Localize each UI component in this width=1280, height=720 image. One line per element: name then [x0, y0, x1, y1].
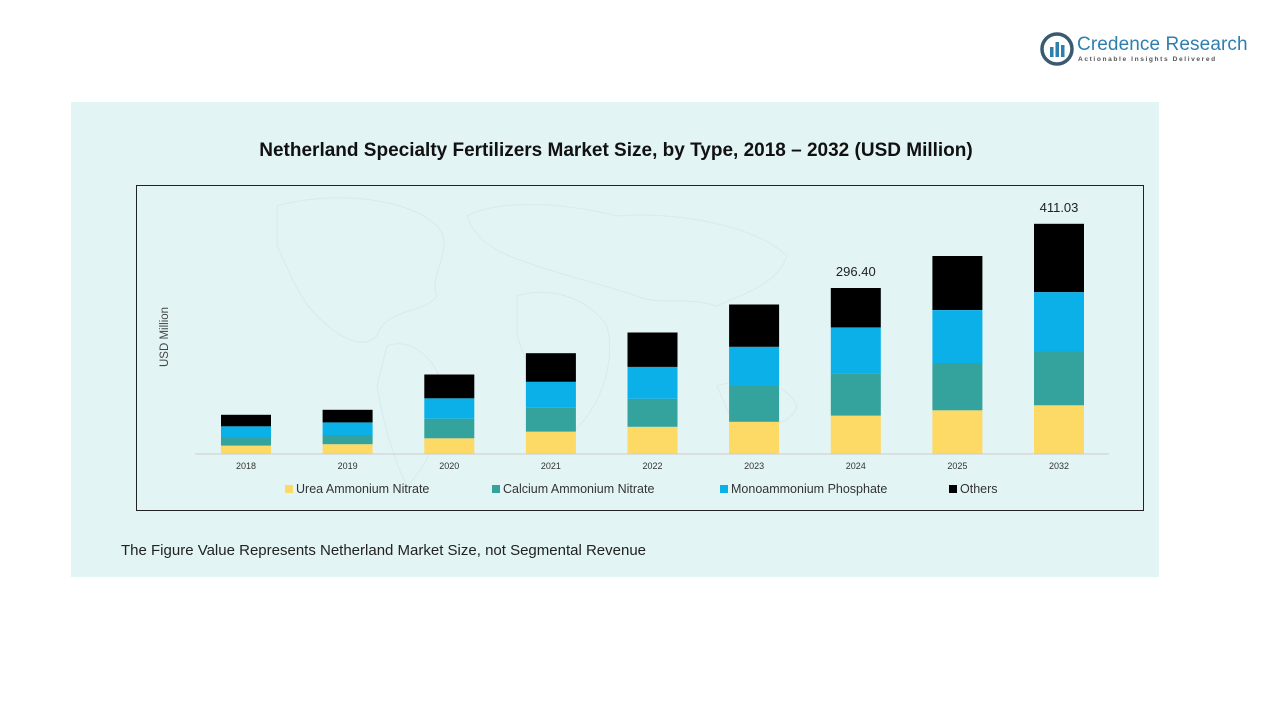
legend-swatch	[492, 485, 500, 493]
bar-2025-calcium-ammonium-nitrate	[932, 363, 983, 411]
x-tick-2019: 2019	[338, 461, 358, 471]
bar-2032-monoammonium-phosphate	[1034, 292, 1084, 352]
bar-2019-urea-ammonium-nitrate	[322, 444, 373, 454]
legend-swatch	[720, 485, 728, 493]
x-tick-2022: 2022	[642, 461, 662, 471]
legend-item-urea-ammonium-nitrate: Urea Ammonium Nitrate	[285, 482, 429, 496]
bar-2021-monoammonium-phosphate	[525, 381, 576, 408]
bar-2024-others	[830, 288, 881, 328]
legend-label: Monoammonium Phosphate	[731, 482, 888, 496]
bar-2024-urea-ammonium-nitrate	[830, 415, 881, 454]
bar-2024-monoammonium-phosphate	[830, 327, 881, 374]
bar-stack-layer	[221, 223, 1084, 454]
legend-label: Others	[960, 482, 998, 496]
bar-2021-urea-ammonium-nitrate	[525, 431, 576, 454]
bar-2023-calcium-ammonium-nitrate	[729, 386, 780, 422]
bar-2018-monoammonium-phosphate	[221, 426, 271, 438]
legend-label: Urea Ammonium Nitrate	[296, 482, 430, 496]
chart-area: 2018 2019 2020 2021 2022 2023 2024 2025 2032 296…	[136, 185, 1144, 511]
bar-2019-calcium-ammonium-nitrate	[322, 435, 373, 445]
legend-swatch	[285, 485, 293, 493]
bar-2032-others	[1034, 223, 1084, 293]
x-tick-2025: 2025	[947, 461, 967, 471]
bar-2020-urea-ammonium-nitrate	[424, 438, 475, 454]
bar-2020-calcium-ammonium-nitrate	[424, 418, 475, 439]
legend-item-calcium-ammonium-nitrate: Calcium Ammonium Nitrate	[492, 482, 654, 496]
bar-2021-others	[525, 353, 576, 382]
legend-swatch	[949, 485, 957, 493]
bar-2018-others	[221, 414, 271, 427]
bar-2020-others	[424, 374, 475, 399]
bar-2025-monoammonium-phosphate	[932, 310, 983, 363]
bar-2022-calcium-ammonium-nitrate	[627, 398, 678, 427]
legend-item-monoammonium-phosphate: Monoammonium Phosphate	[720, 482, 887, 496]
x-tick-2024: 2024	[846, 461, 866, 471]
chart-title: Netherland Specialty Fertilizers Market …	[259, 140, 973, 161]
bar-2019-monoammonium-phosphate	[322, 422, 373, 435]
logo-mark-icon	[1040, 32, 1074, 66]
bar-2018-urea-ammonium-nitrate	[221, 445, 271, 454]
bar-2023-monoammonium-phosphate	[729, 346, 780, 386]
bar-2022-others	[627, 332, 678, 367]
x-tick-2023: 2023	[744, 461, 764, 471]
x-tick-2021: 2021	[541, 461, 561, 471]
credence-research-logo: Credence Research Actionable Insights De…	[1040, 30, 1260, 70]
legend-label: Calcium Ammonium Nitrate	[503, 482, 655, 496]
x-tick-2032: 2032	[1049, 461, 1069, 471]
total-label-2024: 296.40	[836, 264, 876, 279]
brand-name: Credence Research	[1077, 34, 1248, 55]
chart-panel: Netherland Specialty Fertilizers Market …	[71, 102, 1159, 577]
x-tick-2018: 2018	[236, 461, 256, 471]
bar-2023-urea-ammonium-nitrate	[729, 421, 780, 454]
brand-tagline: Actionable Insights Delivered	[1078, 56, 1217, 63]
bar-2019-others	[322, 409, 373, 423]
bar-2025-urea-ammonium-nitrate	[932, 410, 983, 454]
bar-2021-calcium-ammonium-nitrate	[525, 407, 576, 432]
total-label-2032: 411.03	[1040, 200, 1079, 215]
x-tick-2020: 2020	[439, 461, 459, 471]
bar-2023-others	[729, 304, 780, 347]
stacked-bar-chart: 2018 2019 2020 2021 2022 2023 2024 2025 2032 296…	[159, 197, 1109, 487]
footnote: The Figure Value Represents Netherland M…	[121, 542, 647, 559]
bar-2022-monoammonium-phosphate	[627, 366, 678, 399]
bar-2032-urea-ammonium-nitrate	[1034, 405, 1084, 454]
legend-item-others: Others	[949, 482, 998, 496]
bar-2018-calcium-ammonium-nitrate	[221, 437, 271, 446]
x-tick-labels: 2018 2019 2020 2021 2022 2023 2024 2025 2032	[236, 461, 1069, 471]
bar-2025-others	[932, 256, 983, 310]
total-value-labels: 296.40 411.03	[836, 200, 1078, 279]
y-axis-label: USD Million	[159, 307, 171, 367]
bar-2022-urea-ammonium-nitrate	[627, 426, 678, 454]
bar-2020-monoammonium-phosphate	[424, 398, 475, 419]
bar-2032-calcium-ammonium-nitrate	[1034, 351, 1084, 406]
bar-2024-calcium-ammonium-nitrate	[830, 373, 881, 416]
